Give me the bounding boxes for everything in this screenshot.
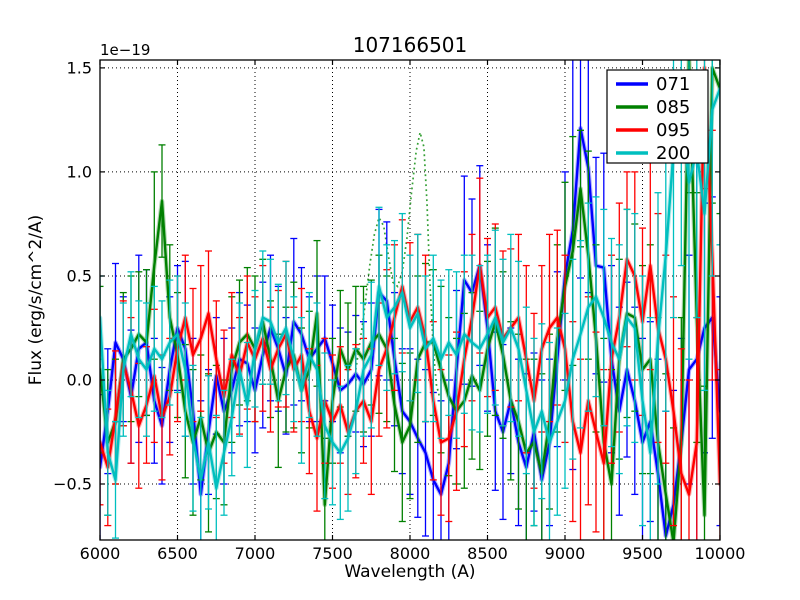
legend-label-200: 200	[656, 143, 690, 164]
y-axis-label: Flux (erg/s/cm^2/A)	[26, 214, 46, 386]
x-tick-label: 6000	[80, 544, 121, 563]
y-tick-label: 0.0	[67, 371, 92, 390]
tick-labels: 6000 6500 7000 7500 8000 8500 9000 9500 10000 −0.…	[53, 58, 745, 563]
y-tick-label: 0.5	[67, 267, 92, 286]
x-tick-label: 8000	[390, 544, 431, 563]
legend-label-095: 095	[656, 120, 690, 141]
x-tick-label: 10000	[695, 544, 746, 563]
y-axis-offset-label: 1e−19	[100, 41, 151, 59]
x-axis-label: Wavelength (A)	[344, 562, 476, 582]
series-line-200	[100, 87, 720, 490]
y-tick-label: 1.0	[67, 162, 92, 181]
x-tick-label: 8500	[467, 544, 508, 563]
tick-marks	[99, 60, 721, 540]
x-tick-label: 7500	[312, 544, 353, 563]
y-tick-label: −0.5	[53, 475, 92, 494]
x-tick-label: 9000	[545, 544, 586, 563]
x-tick-label: 9500	[622, 544, 663, 563]
legend-label-085: 085	[656, 97, 690, 118]
series-line-085	[100, 60, 720, 540]
y-tick-label: 1.5	[67, 58, 92, 77]
x-tick-label: 6500	[157, 544, 198, 563]
legend-label-071: 071	[656, 74, 690, 95]
x-tick-label: 7000	[235, 544, 276, 563]
chart-title: 107166501	[352, 33, 468, 57]
